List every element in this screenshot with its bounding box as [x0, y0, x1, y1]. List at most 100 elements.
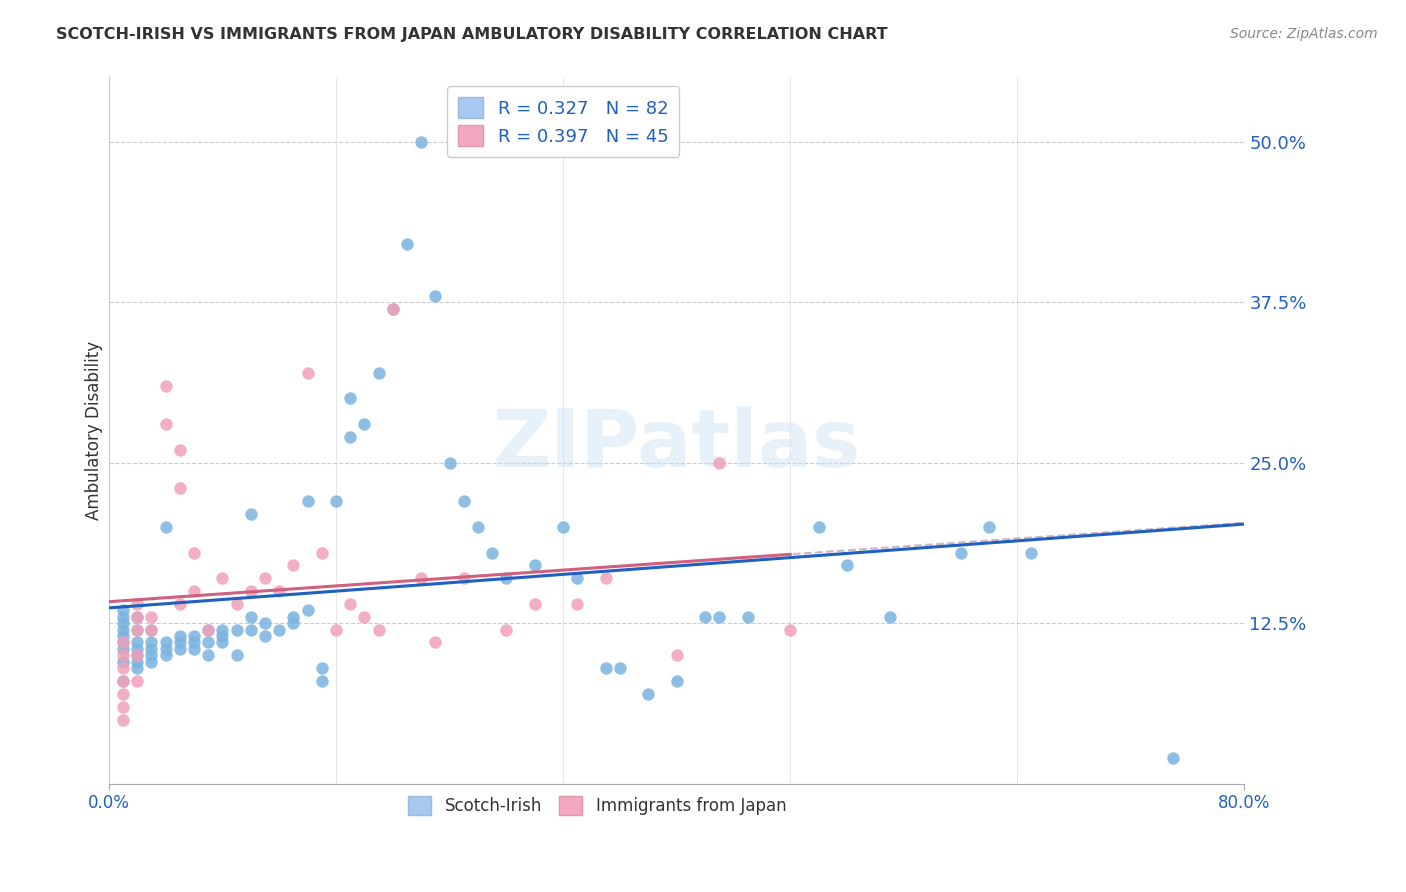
Point: [155, 641, 177, 656]
Point: [127, 641, 149, 656]
Point: [381, 301, 404, 316]
Point: [737, 609, 759, 624]
Point: [112, 641, 135, 656]
Point: [183, 545, 205, 559]
Point: [112, 623, 135, 637]
Point: [127, 648, 149, 663]
Point: [325, 494, 347, 508]
Point: [453, 494, 475, 508]
Point: [169, 629, 191, 643]
Point: [311, 673, 333, 688]
Point: [439, 456, 461, 470]
Point: [183, 629, 205, 643]
Point: [551, 520, 574, 534]
Point: [395, 237, 418, 252]
Point: [155, 417, 177, 432]
Point: [311, 661, 333, 675]
Point: [311, 545, 333, 559]
Point: [127, 655, 149, 669]
Point: [253, 616, 276, 631]
Point: [411, 135, 433, 149]
Point: [495, 571, 517, 585]
Point: [339, 597, 361, 611]
Point: [381, 301, 404, 316]
Point: [141, 655, 163, 669]
Point: [155, 520, 177, 534]
Point: [225, 597, 247, 611]
Point: [411, 571, 433, 585]
Point: [225, 623, 247, 637]
Point: [211, 635, 233, 649]
Point: [609, 661, 631, 675]
Point: [141, 609, 163, 624]
Point: [807, 520, 830, 534]
Point: [127, 673, 149, 688]
Point: [112, 635, 135, 649]
Point: [112, 603, 135, 617]
Point: [127, 661, 149, 675]
Point: [183, 584, 205, 599]
Point: [141, 635, 163, 649]
Point: [425, 635, 447, 649]
Point: [283, 616, 305, 631]
Point: [297, 603, 319, 617]
Point: [325, 623, 347, 637]
Point: [169, 482, 191, 496]
Point: [197, 648, 219, 663]
Point: [297, 366, 319, 380]
Point: [211, 623, 233, 637]
Point: [141, 623, 163, 637]
Point: [367, 623, 389, 637]
Point: [949, 545, 972, 559]
Point: [197, 623, 219, 637]
Point: [141, 641, 163, 656]
Point: [253, 571, 276, 585]
Point: [339, 392, 361, 406]
Point: [709, 456, 731, 470]
Point: [112, 609, 135, 624]
Point: [523, 597, 546, 611]
Point: [269, 623, 291, 637]
Point: [637, 687, 659, 701]
Point: [183, 635, 205, 649]
Point: [835, 558, 858, 573]
Point: [155, 378, 177, 392]
Point: [1163, 751, 1185, 765]
Point: [127, 623, 149, 637]
Point: [127, 648, 149, 663]
Point: [779, 623, 801, 637]
Point: [112, 648, 135, 663]
Point: [283, 609, 305, 624]
Point: [197, 623, 219, 637]
Point: [127, 609, 149, 624]
Point: [523, 558, 546, 573]
Point: [977, 520, 1000, 534]
Point: [239, 623, 262, 637]
Point: [112, 673, 135, 688]
Point: [141, 648, 163, 663]
Point: [269, 584, 291, 599]
Point: [353, 417, 375, 432]
Y-axis label: Ambulatory Disability: Ambulatory Disability: [86, 341, 103, 520]
Point: [879, 609, 901, 624]
Point: [425, 289, 447, 303]
Point: [169, 597, 191, 611]
Legend: Scotch-Irish, Immigrants from Japan: Scotch-Irish, Immigrants from Japan: [398, 786, 796, 825]
Point: [693, 609, 716, 624]
Point: [283, 558, 305, 573]
Point: [297, 494, 319, 508]
Point: [112, 661, 135, 675]
Point: [112, 629, 135, 643]
Point: [253, 629, 276, 643]
Point: [239, 507, 262, 521]
Point: [339, 430, 361, 444]
Point: [112, 673, 135, 688]
Point: [211, 571, 233, 585]
Point: [112, 699, 135, 714]
Point: [155, 635, 177, 649]
Point: [595, 661, 617, 675]
Point: [112, 655, 135, 669]
Point: [127, 635, 149, 649]
Point: [665, 648, 688, 663]
Point: [353, 609, 375, 624]
